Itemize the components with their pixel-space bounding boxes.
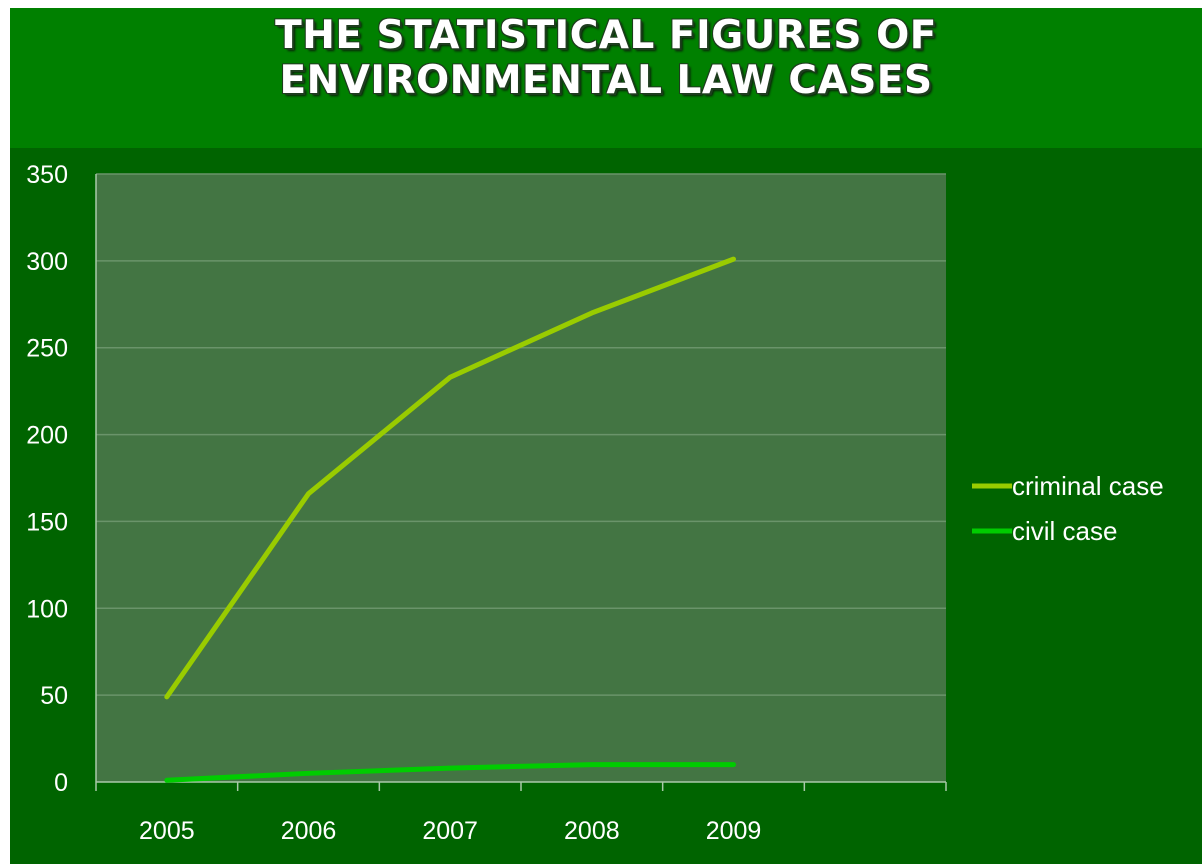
legend-label: civil case <box>1012 516 1117 546</box>
y-tick-label: 350 <box>26 161 68 189</box>
x-tick-label: 2008 <box>564 817 620 845</box>
series-lines <box>164 256 736 783</box>
chart-title: THE STATISTICAL FIGURES OF ENVIRONMENTAL… <box>275 13 937 103</box>
legend-label: criminal case <box>1012 471 1164 501</box>
axes <box>95 174 947 791</box>
y-axis-tick-labels: 0 50 100 150 200 250 300 350 <box>26 161 68 797</box>
y-tick-label: 300 <box>26 248 68 276</box>
plot-area <box>96 174 946 782</box>
x-tick-label: 2006 <box>281 817 337 845</box>
legend: criminal case civil case <box>972 471 1164 546</box>
x-axis-tick-labels: 2005 2006 2007 2008 2009 <box>139 817 761 845</box>
gridlines <box>96 173 946 696</box>
y-tick-label: 50 <box>40 682 68 710</box>
series-line-criminal-case <box>164 256 736 700</box>
y-tick-label: 150 <box>26 508 68 536</box>
title-band: THE STATISTICAL FIGURES OF ENVIRONMENTAL… <box>10 8 1202 148</box>
y-tick-label: 250 <box>26 335 68 363</box>
y-tick-label: 0 <box>54 769 68 797</box>
series-line-civil-case <box>164 762 736 783</box>
x-tick-label: 2005 <box>139 817 195 845</box>
y-tick-label: 200 <box>26 422 68 450</box>
x-tick-label: 2007 <box>422 817 478 845</box>
y-tick-label: 100 <box>26 595 68 623</box>
x-tick-label: 2009 <box>706 817 762 845</box>
